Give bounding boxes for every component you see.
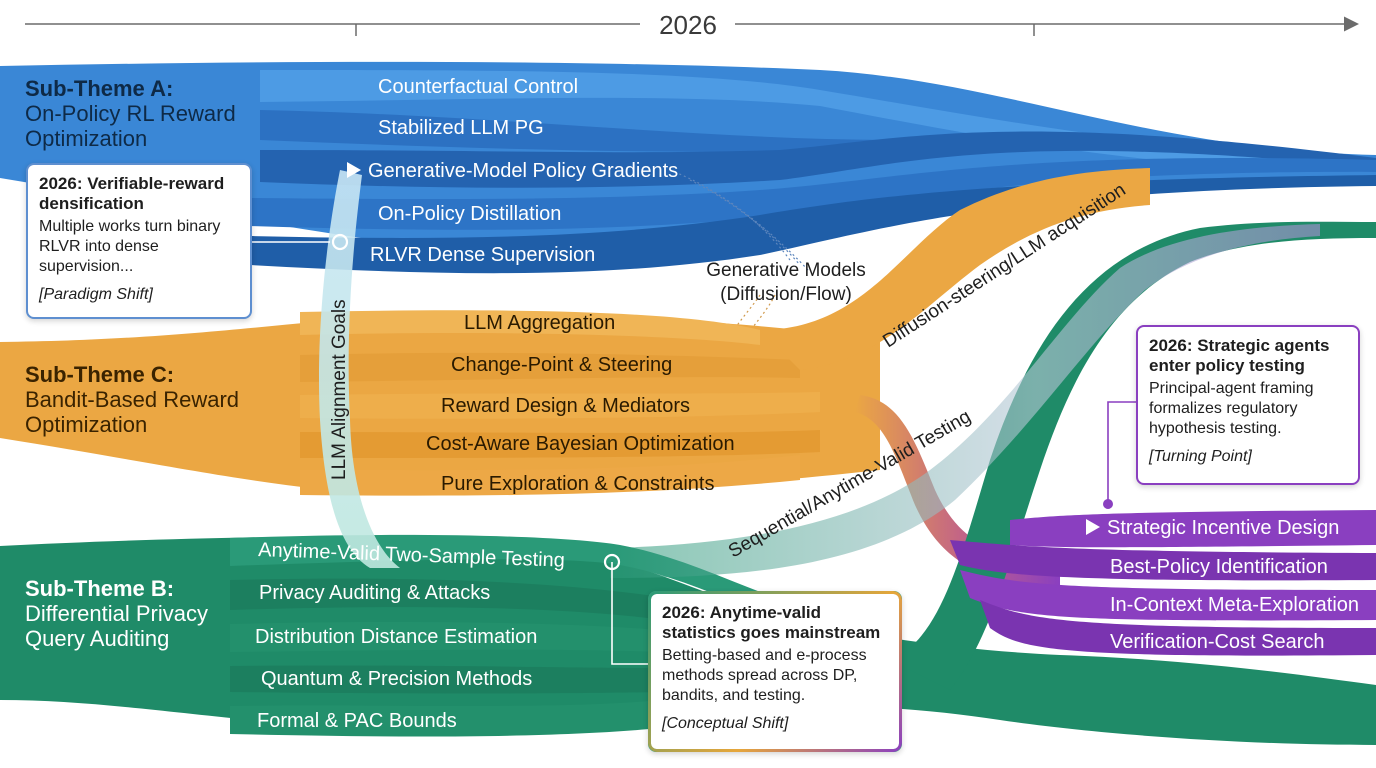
theme-a-subtitle: On-Policy RL Reward Optimization — [25, 101, 236, 151]
label-rlvr-dense: RLVR Dense Supervision — [370, 244, 595, 266]
label-generative-models-2: (Diffusion/Flow) — [720, 284, 852, 305]
label-reward-design: Reward Design & Mediators — [441, 395, 690, 417]
reward-to-strategic-band — [855, 395, 1060, 585]
stream-privacy-auditing — [230, 578, 680, 622]
verifiable-connector-dot — [331, 233, 349, 251]
callout-verifiable-reward: 2026: Verifiable-reward densification Mu… — [26, 163, 252, 319]
callout-title: 2026: Strategic agents enter policy test… — [1149, 336, 1330, 375]
label-counterfactual-control: Counterfactual Control — [378, 76, 578, 98]
label-change-point: Change-Point & Steering — [451, 354, 672, 376]
play-icon — [347, 162, 361, 178]
label-in-context-meta: In-Context Meta-Exploration — [1110, 594, 1359, 616]
strategic-connector — [1107, 401, 1136, 500]
theme-b-subtitle: Differential Privacy Query Auditing — [25, 601, 208, 651]
label-strategic-incentive: Strategic Incentive Design — [1107, 517, 1339, 539]
strategic-connector-dot — [1103, 499, 1113, 509]
theme-b-rising-band — [890, 221, 1376, 690]
theme-a-heading: Sub-Theme A: — [25, 76, 174, 101]
stream-distribution-distance — [230, 622, 660, 652]
callout-title: 2026: Verifiable-reward densification — [39, 174, 225, 213]
callout-body: Betting-based and e-process methods spre… — [662, 647, 867, 704]
llm-alignment-band — [319, 170, 400, 568]
label-verification-cost: Verification-Cost Search — [1110, 631, 1325, 653]
label-formal-pac: Formal & PAC Bounds — [257, 710, 457, 732]
label-quantum-precision: Quantum & Precision Methods — [261, 668, 532, 690]
anytime-connector — [611, 562, 648, 665]
label-best-policy: Best-Policy Identification — [1110, 556, 1328, 578]
theme-c-subtitle: Bandit-Based Reward Optimization — [25, 387, 240, 437]
callout-body: Principal-agent framing formalizes regul… — [1149, 380, 1314, 437]
callout-tag: [Turning Point] — [1149, 448, 1252, 465]
theme-c-heading: Sub-Theme C: — [25, 362, 175, 387]
diffusion-steering-band — [760, 168, 1150, 370]
label-privacy-auditing: Privacy Auditing & Attacks — [259, 582, 490, 604]
theme-b-streams — [230, 534, 850, 737]
label-llm-aggregation: LLM Aggregation — [464, 312, 615, 334]
callout-tag: [Paradigm Shift] — [39, 286, 153, 303]
stream-in-context-meta — [960, 570, 1376, 621]
label-cost-aware-bo: Cost-Aware Bayesian Optimization — [426, 433, 735, 455]
stream-cost-aware-bo — [300, 430, 820, 458]
callout-body: Multiple works turn binary RLVR into den… — [39, 218, 221, 275]
theme-b-heading: Sub-Theme B: — [25, 576, 175, 601]
label-pure-exploration: Pure Exploration & Constraints — [441, 473, 714, 495]
stream-reward-design — [300, 392, 820, 419]
callout-tag: [Conceptual Shift] — [662, 715, 789, 732]
timeline-year-label: 2026 — [659, 10, 717, 40]
theme-b-title: Sub-Theme B: Differential Privacy Query … — [25, 576, 225, 651]
stream-pure-exploration — [300, 455, 800, 496]
label-distribution-distance: Distribution Distance Estimation — [255, 626, 537, 648]
play-icon — [1086, 519, 1100, 535]
label-stabilized-llm-pg: Stabilized LLM PG — [378, 117, 544, 139]
stream-llm-aggregation — [300, 310, 760, 345]
callout-anytime-valid: 2026: Anytime-valid statistics goes main… — [648, 591, 902, 752]
stream-change-point — [300, 352, 800, 382]
stream-quantum-precision — [230, 665, 660, 694]
label-on-policy-distillation: On-Policy Distillation — [378, 203, 561, 225]
theme-c-streams — [300, 310, 820, 496]
stream-best-policy — [950, 540, 1376, 581]
stream-formal-pac — [230, 700, 660, 737]
label-generative-pg: Generative-Model Policy Gradients — [368, 160, 678, 182]
stream-strategic-incentive — [1010, 510, 1376, 548]
theme-a-title: Sub-Theme A: On-Policy RL Reward Optimiz… — [25, 76, 255, 151]
stream-stabilized-llm-pg — [260, 110, 900, 152]
label-llm-alignment: LLM Alignment Goals — [329, 299, 350, 480]
callout-connectors — [252, 241, 648, 665]
strategic-streams — [950, 510, 1376, 656]
stream-rlvr-dense — [250, 175, 1376, 274]
timeline: 2026 — [25, 10, 1359, 40]
callout-strategic-agents: 2026: Strategic agents enter policy test… — [1136, 325, 1360, 485]
stream-verification-cost — [980, 600, 1376, 656]
label-generative-models-1: Generative Models — [706, 260, 865, 281]
callout-title: 2026: Anytime-valid statistics goes main… — [662, 603, 881, 642]
stream-generative-pg — [260, 131, 1376, 188]
anytime-connector-dot — [603, 553, 621, 571]
stream-anytime-two-sample — [230, 534, 850, 640]
theme-c-title: Sub-Theme C: Bandit-Based Reward Optimiz… — [25, 362, 265, 437]
